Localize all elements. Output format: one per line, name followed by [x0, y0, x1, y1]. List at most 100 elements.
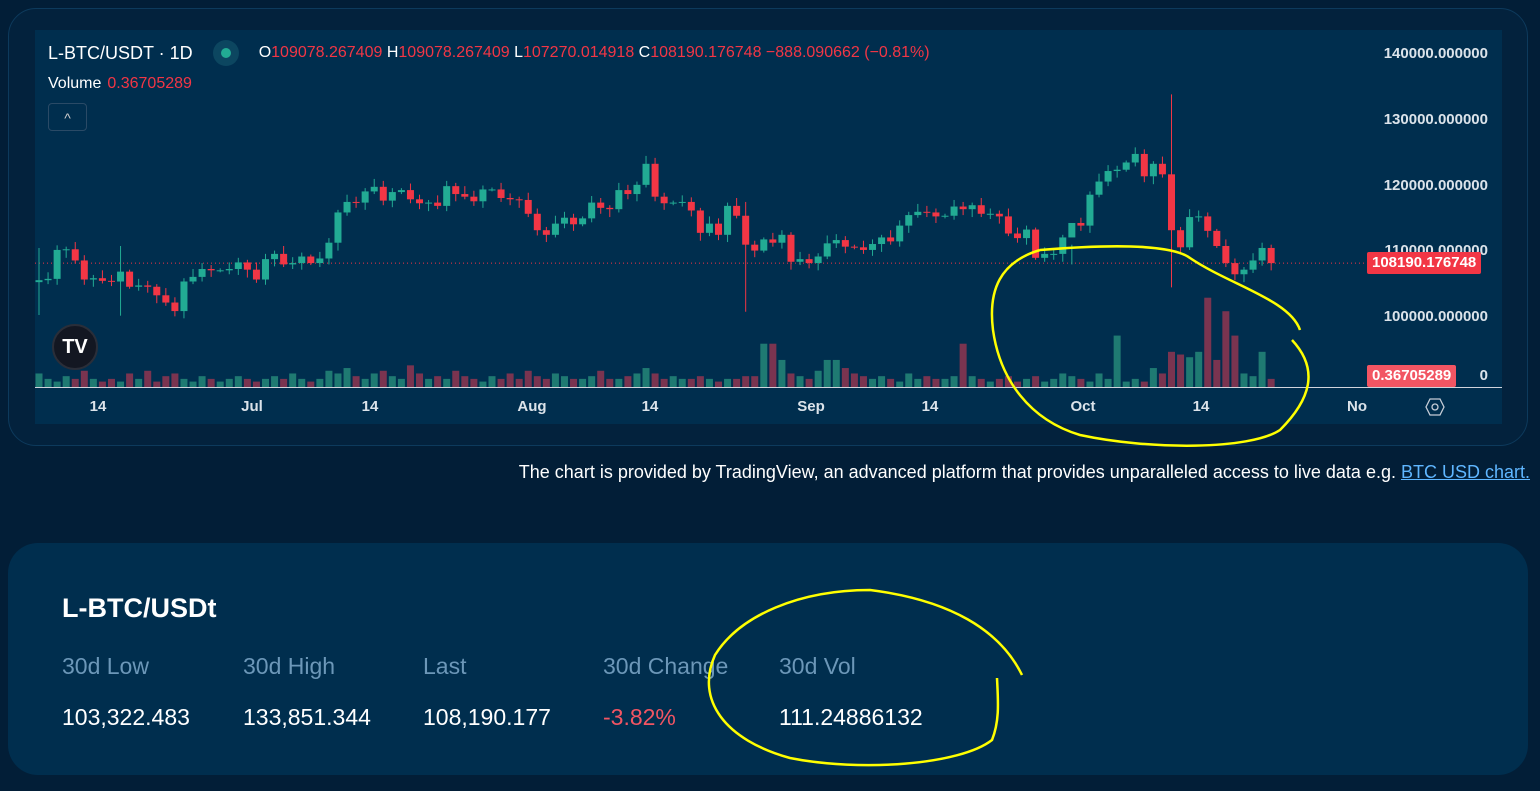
volume-bar [216, 381, 224, 387]
volume-bar [234, 376, 242, 387]
candle-body [542, 230, 550, 235]
candle-body [298, 256, 306, 264]
volume-bar [53, 381, 61, 387]
candle-body [1249, 260, 1257, 270]
volume-bar [488, 376, 496, 387]
volume-bar [1004, 376, 1012, 387]
volume-bar [642, 368, 650, 387]
candle-body [289, 263, 297, 265]
settings-icon[interactable] [1425, 397, 1445, 417]
pair-title: L-BTC/USDt [62, 593, 217, 623]
volume-bar [950, 376, 958, 387]
volume-bar [1267, 378, 1275, 387]
price-chart[interactable]: L-BTC/USDT · 1D O109078.267409 H109078.2… [35, 30, 1502, 424]
volume-bar [751, 376, 759, 387]
candle-body [633, 184, 641, 195]
candle-body [1077, 222, 1085, 226]
candle-body [733, 205, 741, 216]
candle-body [53, 249, 61, 279]
candle-body [905, 215, 913, 226]
candle-body [397, 190, 405, 193]
volume-bar [832, 359, 840, 387]
candle-body [1231, 263, 1239, 275]
candle-body [1267, 247, 1275, 264]
candle-body [742, 215, 750, 245]
candle-body [1023, 229, 1031, 239]
volume-bar [633, 373, 641, 387]
x-tick: Oct [1070, 398, 1096, 415]
volume-bar [986, 381, 994, 387]
y-tick-volume-zero: 0 [1479, 367, 1488, 384]
volume-bar [434, 376, 442, 387]
candle-body [859, 247, 867, 250]
volume-bar [787, 373, 795, 387]
candle-body [932, 212, 940, 217]
btc-usd-chart-link[interactable]: BTC USD chart. [1400, 462, 1530, 482]
candle-body [379, 186, 387, 201]
x-tick: Jul [241, 398, 263, 415]
candle-body [117, 271, 125, 282]
volume-bar [1113, 335, 1121, 387]
stat-30d-vol: 30d Vol 111.24886132 [779, 653, 923, 730]
candle-body [44, 278, 52, 281]
volume-bar [742, 376, 750, 387]
candle-body [606, 207, 614, 210]
x-tick: Aug [517, 398, 547, 415]
volume-bar [678, 378, 686, 387]
candle-body [71, 249, 79, 261]
volume-bar [325, 370, 333, 387]
ohlc-values: O109078.267409 H109078.267409 L107270.01… [258, 44, 930, 61]
volume-bar [262, 378, 269, 387]
market-status-icon[interactable] [212, 40, 239, 66]
volume-bar [705, 378, 713, 387]
volume-bar [1258, 351, 1266, 387]
volume-bar [198, 376, 206, 387]
candle-body [887, 237, 895, 242]
candle-body [262, 259, 269, 280]
candle-body [570, 217, 578, 225]
stat-30d-low: 30d Low 103,322.483 [62, 653, 190, 730]
volume-bar [1222, 311, 1230, 387]
candle-body [207, 269, 215, 271]
candle-body [823, 243, 831, 257]
last-volume-tag: 0.36705289 [1367, 365, 1457, 387]
volume-bar [941, 378, 949, 387]
volume-bar [696, 376, 704, 387]
tradingview-logo[interactable]: TV [52, 324, 98, 370]
volume-bar [715, 381, 722, 387]
candle-body [896, 225, 904, 242]
candle-body [769, 239, 777, 243]
volume-bar [298, 378, 306, 387]
candle-body [959, 206, 967, 210]
candle-body [1168, 174, 1175, 231]
x-tick: 14 [361, 398, 379, 415]
volume-bar [89, 378, 97, 387]
candle-body [1131, 153, 1139, 163]
volume-bar [1158, 373, 1166, 387]
volume-bar [796, 376, 804, 387]
volume-bar [850, 373, 858, 387]
candle-body [352, 201, 360, 203]
symbol-title[interactable]: L-BTC/USDT · 1D [48, 42, 193, 63]
candlestick-plot[interactable] [35, 30, 1367, 387]
volume-bar [271, 376, 279, 387]
candle-body [180, 281, 188, 312]
price-axis[interactable]: 140000.000000 130000.000000 120000.00000… [1367, 30, 1502, 387]
y-tick: 100000.000000 [1383, 308, 1488, 325]
candle-body [35, 280, 43, 283]
candle-body [678, 201, 686, 203]
candle-body [995, 213, 1003, 217]
collapse-legend-button[interactable]: ^ [48, 103, 87, 131]
volume-bar [180, 378, 188, 387]
time-axis[interactable]: 14 Jul 14 Aug 14 Sep 14 Oct 14 No [35, 387, 1502, 424]
candle-body [551, 223, 559, 235]
candle-body [252, 269, 260, 280]
volume-bar [551, 373, 559, 387]
candle-body [307, 256, 315, 264]
volume-bar [1177, 354, 1185, 387]
candle-body [452, 186, 460, 195]
volume-bar [733, 378, 741, 387]
candle-body [1013, 233, 1021, 239]
candle-body [89, 278, 97, 280]
volume-bar [995, 378, 1003, 387]
